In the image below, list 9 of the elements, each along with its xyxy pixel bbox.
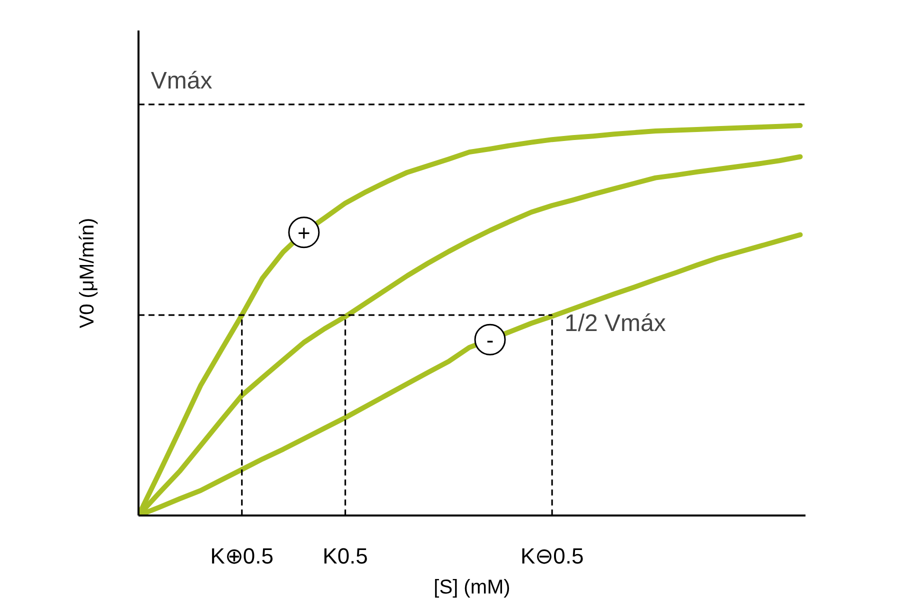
x-tick-label: K⊕0.5 xyxy=(210,544,274,568)
y-axis-title: V0 (μM/mín) xyxy=(76,218,98,328)
x-axis-title: [S] (mM) xyxy=(434,576,510,598)
series-label: + xyxy=(298,220,310,246)
ref-line-label: 1/2 Vmáx xyxy=(564,310,666,338)
ref-line-label: Vmáx xyxy=(150,67,212,94)
x-tick-label: K⊖0.5 xyxy=(520,544,584,568)
series-label: - xyxy=(486,328,494,353)
x-tick-label: K0.5 xyxy=(322,544,368,568)
